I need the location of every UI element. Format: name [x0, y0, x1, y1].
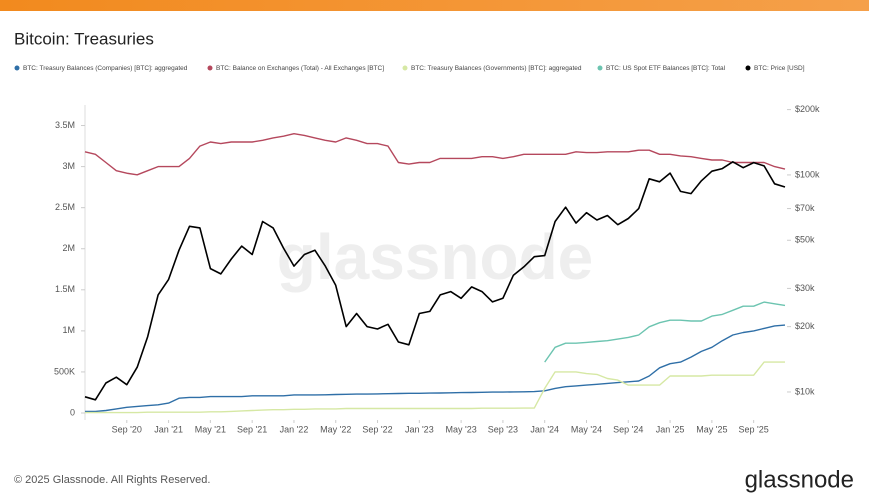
legend-label: BTC: Treasury Balances (Governments) [BT… [411, 65, 582, 72]
x-tick-label: Sep '25 [739, 424, 769, 434]
legend-marker [745, 65, 751, 71]
x-tick-label: May '25 [696, 424, 727, 434]
x-tick-label: Jan '24 [530, 424, 559, 434]
legend-label: BTC: Price [USD] [754, 65, 805, 72]
y-tick-label: 3.5M [55, 120, 75, 130]
legend-label: BTC: US Spot ETF Balances [BTC]: Total [606, 65, 726, 72]
legend-label: BTC: Balance on Exchanges (Total) - All … [216, 65, 384, 72]
y2-tick-label: $50k [795, 235, 815, 245]
y2-tick-label: $200k [795, 104, 820, 114]
series-line [544, 301, 786, 363]
y-tick-label: 500K [54, 366, 75, 376]
legend-marker [14, 65, 20, 71]
series-line [84, 133, 786, 176]
series-line [84, 161, 786, 401]
x-tick-label: May '22 [320, 424, 351, 434]
legend-marker [597, 65, 603, 71]
x-tick-label: Jan '22 [280, 424, 309, 434]
chart-title: Bitcoin: Treasuries [14, 29, 154, 48]
logo: glassnode [745, 466, 854, 493]
y-tick-label: 1.5M [55, 284, 75, 294]
legend-label: BTC: Treasury Balances (Companies) [BTC]… [23, 65, 188, 72]
y-tick-label: 2M [62, 243, 75, 253]
watermark: glassnode [277, 221, 594, 293]
legend-marker [207, 65, 213, 71]
legend-marker [402, 65, 408, 71]
y2-tick-label: $100k [795, 169, 820, 179]
x-tick-label: Sep '24 [613, 424, 643, 434]
x-tick-label: Sep '20 [112, 424, 142, 434]
y-tick-label: 1M [62, 325, 75, 335]
x-tick-label: May '23 [446, 424, 477, 434]
y2-tick-label: $10k [795, 386, 815, 396]
x-tick-label: Sep '21 [237, 424, 267, 434]
x-tick-label: May '24 [571, 424, 602, 434]
y2-tick-label: $30k [795, 283, 815, 293]
x-tick-label: Jan '23 [405, 424, 434, 434]
series-line [85, 361, 785, 414]
y-tick-label: 2.5M [55, 202, 75, 212]
x-tick-label: Sep '22 [362, 424, 392, 434]
plot: 0 500K 1M 1.5M 2M 2.5M 3M 3.5M $10k $20k $30k $50k $… [14, 65, 820, 434]
x-tick-label: May '21 [195, 424, 226, 434]
x-tick-label: Jan '21 [154, 424, 183, 434]
y-tick-label: 0 [70, 407, 75, 417]
y-tick-label: 3M [62, 161, 75, 171]
x-tick-label: Jan '25 [656, 424, 685, 434]
y2-tick-label: $70k [795, 203, 815, 213]
top-bar [0, 0, 869, 11]
y2-tick-label: $20k [795, 321, 815, 331]
series-line [85, 324, 786, 413]
x-tick-label: Sep '23 [488, 424, 518, 434]
copyright: © 2025 Glassnode. All Rights Reserved. [14, 474, 210, 486]
